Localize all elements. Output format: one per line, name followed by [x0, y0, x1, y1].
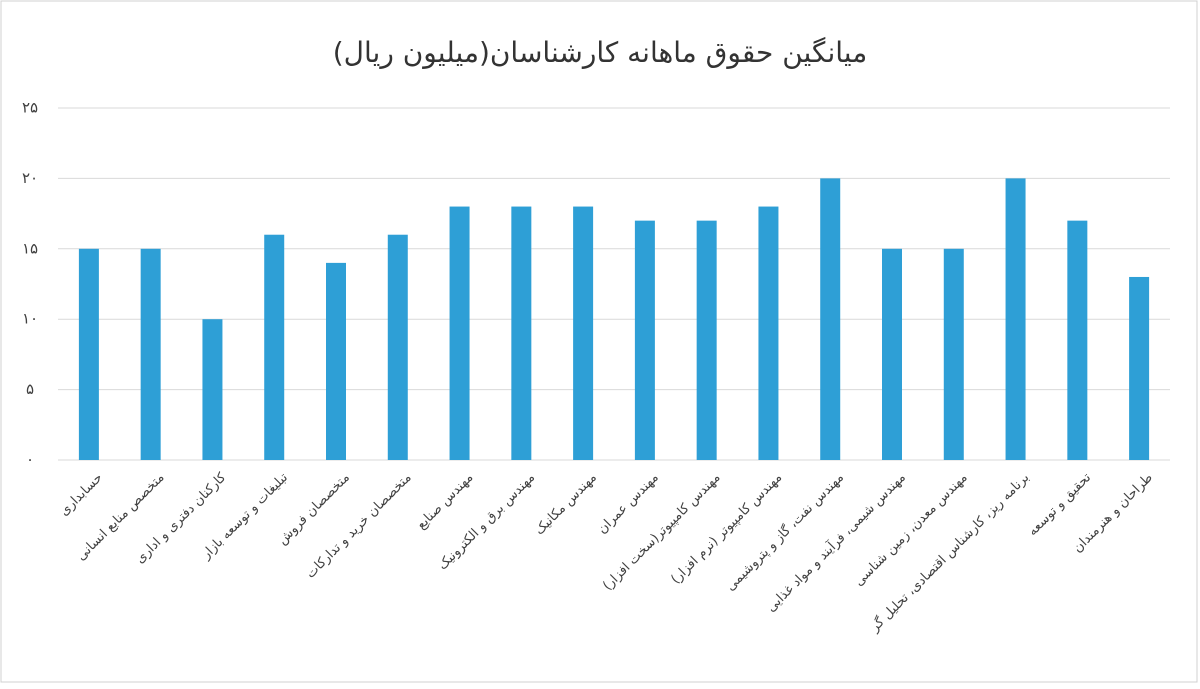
- y-tick-label: ۵: [26, 380, 34, 398]
- bar: [696, 220, 717, 460]
- bar: [264, 234, 285, 460]
- bar: [634, 220, 655, 460]
- bar: [449, 206, 470, 460]
- bar: [78, 248, 99, 460]
- bar: [511, 206, 532, 460]
- y-tick-label: ۱۰: [22, 310, 38, 328]
- y-tick-label: ۲۰: [22, 169, 38, 187]
- bar: [1067, 220, 1088, 460]
- y-tick-label: ۰: [26, 451, 34, 469]
- y-tick-label: ۲۵: [22, 99, 38, 117]
- bar: [758, 206, 779, 460]
- bar: [573, 206, 594, 460]
- bar: [943, 248, 964, 460]
- bar: [820, 178, 841, 460]
- bar: [1129, 276, 1150, 460]
- bar: [387, 234, 408, 460]
- bar: [1005, 178, 1026, 460]
- chart-title: میانگین حقوق ماهانه کارشناسان(میلیون ریا…: [333, 36, 868, 69]
- y-tick-label: ۱۵: [22, 239, 38, 257]
- bar: [882, 248, 902, 460]
- bar: [326, 262, 346, 460]
- bar: [202, 319, 223, 460]
- bar: [140, 248, 161, 460]
